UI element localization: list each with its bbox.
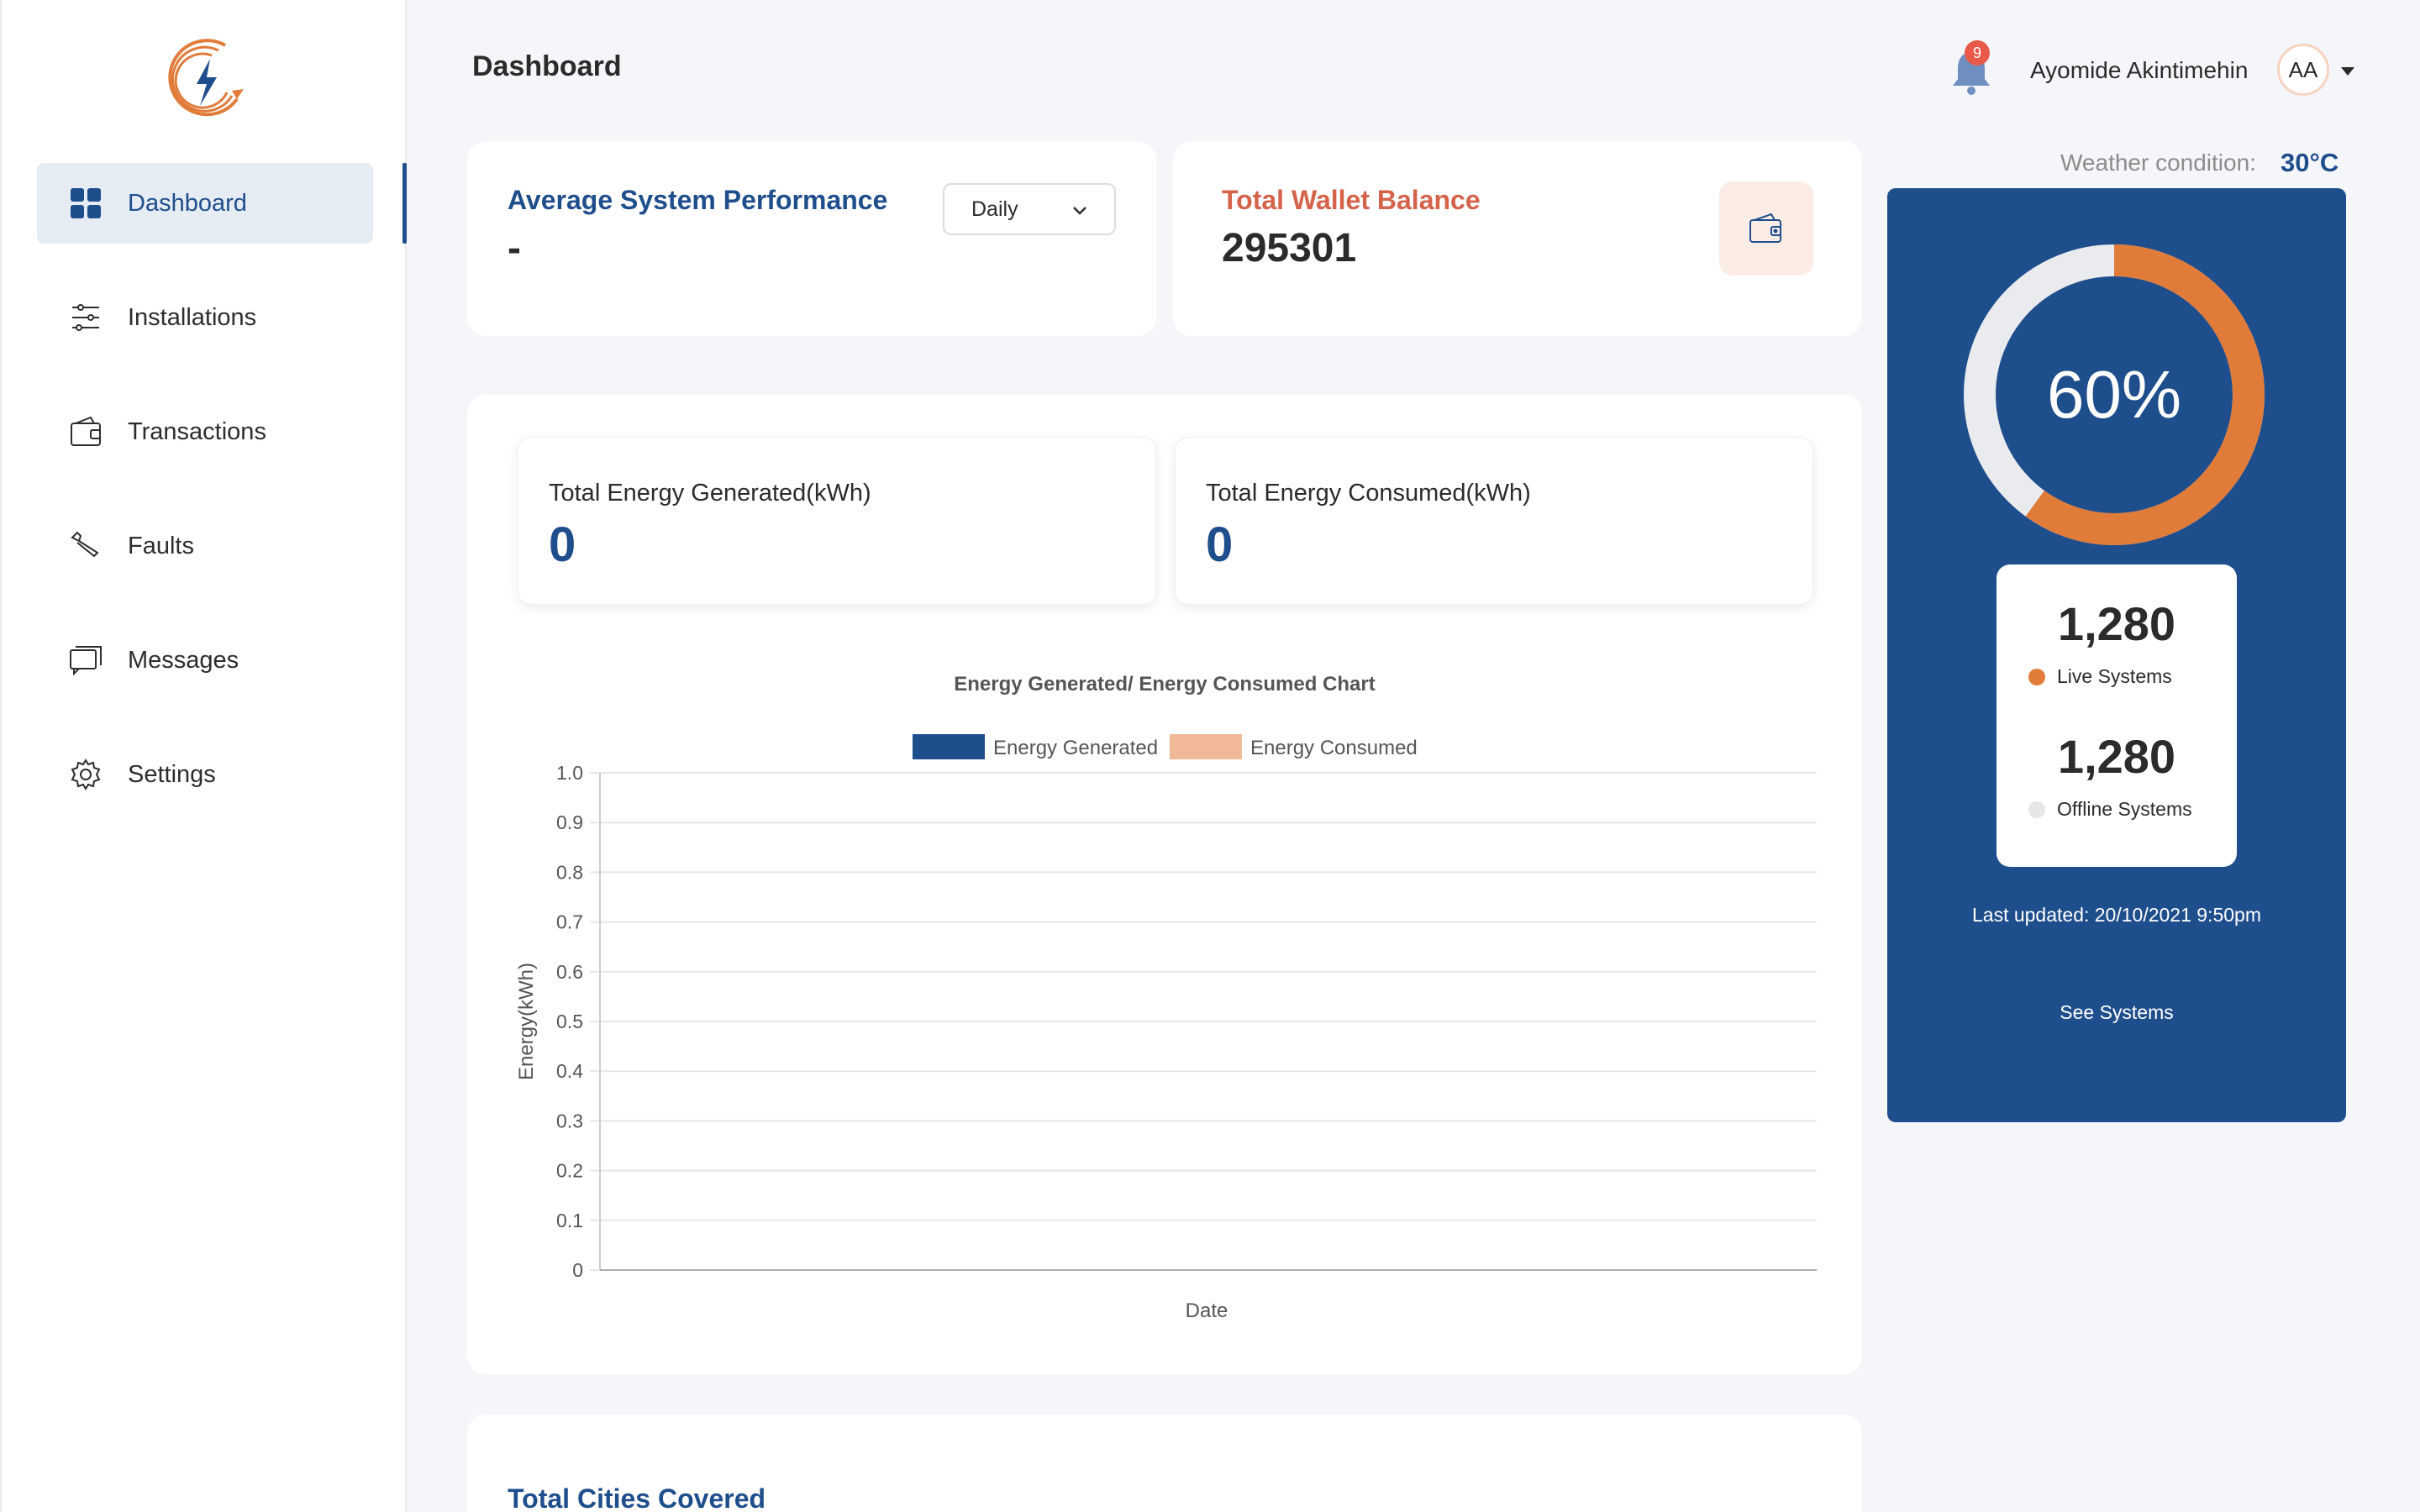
sliders-icon bbox=[67, 299, 104, 336]
grid-icon bbox=[67, 185, 104, 222]
wallet-card: Total Wallet Balance 295301 bbox=[1173, 141, 1862, 336]
sidebar-item-label: Faults bbox=[128, 532, 194, 559]
energy-consumed-box: Total Energy Consumed(kWh) 0 bbox=[1175, 437, 1813, 605]
sidebar-item-settings[interactable]: Settings bbox=[37, 734, 373, 815]
offline-count: 1,280 bbox=[2057, 730, 2176, 783]
y-tick-label: 0.4 bbox=[556, 1060, 583, 1082]
live-label: Live Systems bbox=[2057, 665, 2172, 687]
sidebar-item-dashboard[interactable]: Dashboard bbox=[37, 163, 373, 244]
y-tick-label: 0.3 bbox=[556, 1110, 583, 1131]
legend-label: Energy Generated bbox=[993, 737, 1158, 759]
see-systems-link[interactable]: See Systems bbox=[2060, 1001, 2174, 1023]
energy-generated-value: 0 bbox=[549, 517, 576, 572]
y-tick-label: 0.1 bbox=[556, 1210, 583, 1231]
bolt-logo[interactable] bbox=[160, 34, 252, 126]
wrench-icon bbox=[67, 528, 104, 564]
sidebar-item-transactions[interactable]: Transactions bbox=[37, 391, 373, 472]
period-select-value: Daily bbox=[971, 197, 1018, 221]
chart-grid bbox=[590, 772, 1817, 1271]
y-tick-label: 0.7 bbox=[556, 911, 583, 933]
systems-percent: 60% bbox=[2046, 357, 2182, 432]
y-axis-label: Energy(kWh) bbox=[515, 963, 538, 1080]
page-title: Dashboard bbox=[472, 50, 622, 82]
cities-card: Total Cities Covered bbox=[467, 1415, 1862, 1512]
offline-dot bbox=[2028, 801, 2045, 818]
chevron-down-icon[interactable] bbox=[2341, 67, 2354, 76]
legend-label: Energy Consumed bbox=[1250, 737, 1418, 759]
y-tick-label: 1.0 bbox=[556, 762, 583, 784]
sidebar: Dashboard Installations Transactions bbox=[0, 0, 407, 1512]
wallet-icon bbox=[1719, 181, 1813, 276]
energy-generated-label: Total Energy Generated(kWh) bbox=[549, 480, 871, 507]
legend-swatch bbox=[913, 734, 985, 759]
active-indicator bbox=[402, 163, 407, 244]
weather-value: 30°C bbox=[2281, 148, 2339, 177]
performance-title: Average System Performance bbox=[508, 185, 888, 215]
sidebar-item-messages[interactable]: Messages bbox=[37, 620, 373, 701]
period-select[interactable]: Daily bbox=[943, 183, 1116, 235]
last-updated: Last updated: 20/10/2021 9:50pm bbox=[1971, 904, 2261, 926]
offline-label: Offline Systems bbox=[2057, 798, 2192, 820]
live-count: 1,280 bbox=[2057, 597, 2176, 650]
status-card: 1,280 Live Systems 1,280 Offline Systems bbox=[1996, 564, 2237, 867]
sidebar-item-faults[interactable]: Faults bbox=[37, 506, 373, 586]
gear-icon bbox=[67, 756, 104, 793]
systems-panel: 60% 1,280 Live Systems 1,280 Offline Sys… bbox=[1887, 188, 2346, 1122]
notification-badge: 9 bbox=[1965, 40, 1990, 66]
chart-title: Energy Generated/ Energy Consumed Chart bbox=[954, 673, 1375, 696]
user-name[interactable]: Ayomide Akintimehin bbox=[2030, 57, 2249, 83]
sidebar-item-label: Installations bbox=[128, 303, 257, 331]
wallet-balance: 295301 bbox=[1222, 226, 1357, 270]
performance-card: Average System Performance - Daily bbox=[467, 141, 1156, 336]
energy-consumed-value: 0 bbox=[1206, 517, 1234, 572]
sidebar-item-label: Messages bbox=[128, 646, 239, 674]
sidebar-item-label: Settings bbox=[128, 760, 216, 788]
x-axis-label: Date bbox=[1186, 1299, 1228, 1322]
chart-y-ticks: 0 0.1 0.2 0.3 0.4 0.5 0.6 0.7 0.8 0.9 1.0 bbox=[556, 762, 583, 1281]
sidebar-item-label: Dashboard bbox=[128, 189, 247, 217]
sidebar-item-label: Transactions bbox=[128, 417, 266, 445]
cities-title: Total Cities Covered bbox=[508, 1483, 766, 1512]
avatar[interactable]: AA bbox=[2277, 44, 2329, 96]
energy-generated-box: Total Energy Generated(kWh) 0 bbox=[518, 437, 1156, 605]
systems-donut bbox=[1964, 244, 2265, 545]
legend-swatch bbox=[1170, 734, 1242, 759]
y-tick-label: 0.8 bbox=[556, 861, 583, 883]
weather-label: Weather condition: bbox=[2060, 150, 2256, 176]
energy-chart: Energy Generated/ Energy Consumed Chart … bbox=[515, 673, 1817, 1322]
chart-legend: Energy Generated Energy Consumed bbox=[913, 734, 1418, 759]
energy-chart-card: Total Energy Generated(kWh) 0 Total Ener… bbox=[467, 395, 1862, 1374]
donut-live-arc bbox=[1964, 244, 2265, 545]
chevron-down-icon bbox=[1071, 202, 1089, 226]
live-dot bbox=[2028, 669, 2045, 685]
messages-icon bbox=[67, 642, 104, 679]
sidebar-item-installations[interactable]: Installations bbox=[37, 277, 373, 358]
performance-value: - bbox=[508, 226, 521, 270]
y-tick-label: 0 bbox=[572, 1259, 583, 1281]
energy-consumed-label: Total Energy Consumed(kWh) bbox=[1206, 480, 1531, 507]
y-tick-label: 0.5 bbox=[556, 1011, 583, 1032]
y-tick-label: 0.2 bbox=[556, 1160, 583, 1182]
y-tick-label: 0.9 bbox=[556, 811, 583, 833]
wallet-icon bbox=[67, 413, 104, 450]
y-tick-label: 0.6 bbox=[556, 961, 583, 983]
wallet-title: Total Wallet Balance bbox=[1222, 185, 1481, 215]
